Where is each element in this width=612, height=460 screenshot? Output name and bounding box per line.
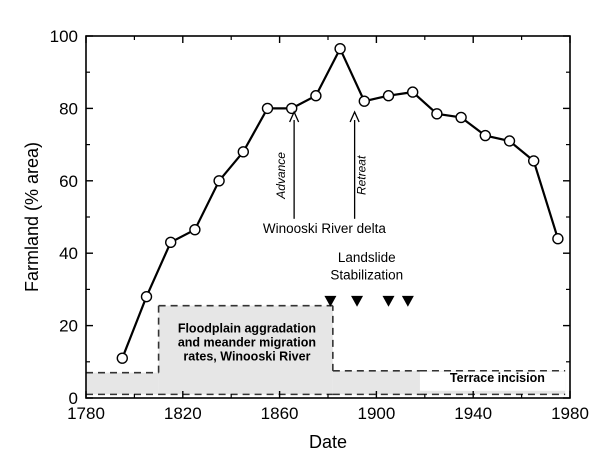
y-tick-label-4: 80	[59, 99, 78, 118]
advance-label: Advance	[274, 152, 288, 200]
y-tick-label-5: 100	[50, 27, 78, 46]
landslide-marker-2	[382, 295, 395, 307]
data-point	[431, 108, 443, 120]
y-tick-label-0: 0	[69, 389, 78, 408]
landslide-label-line1: Landslide	[338, 250, 396, 265]
data-point	[261, 102, 274, 115]
data-point	[189, 223, 201, 236]
terrace-incision-label: Terrace incision	[450, 371, 545, 385]
data-point	[503, 135, 516, 147]
data-point	[552, 233, 564, 245]
y-axis-label: Farmland (% area)	[22, 142, 42, 292]
data-point	[407, 86, 419, 98]
landslide-marker-3	[401, 295, 414, 307]
data-point	[237, 146, 250, 158]
data-point	[382, 90, 395, 102]
data-point	[213, 175, 225, 187]
x-tick-label-4: 1940	[454, 404, 492, 423]
data-point	[286, 102, 298, 115]
data-point	[334, 42, 346, 55]
delta-label: Winooski River delta	[263, 221, 387, 236]
terrace-label-bg	[419, 371, 566, 391]
floodplain-label-line1: Floodplain aggradation	[178, 321, 316, 335]
landslide-marker-0	[324, 295, 337, 307]
floodplain-label-line2: and meander migration	[178, 336, 316, 350]
axis-layer: 1780 1820 1860 1900 1940 1980 0 20 40 60 80 100	[50, 27, 589, 423]
data-point	[528, 155, 540, 167]
x-tick-label-1: 1820	[164, 404, 202, 423]
x-tick-label-0: 1780	[67, 404, 105, 423]
x-tick-label-3: 1900	[357, 404, 395, 423]
band-layer	[86, 304, 566, 396]
data-point	[116, 352, 129, 364]
data-point	[358, 95, 370, 107]
x-tick-label-2: 1860	[261, 404, 299, 423]
landslide-marker-1	[351, 295, 364, 307]
retreat-label: Retreat	[355, 155, 369, 195]
x-axis-label: Date	[309, 432, 347, 452]
y-tick-label-2: 40	[59, 244, 78, 263]
band-fill-0	[86, 372, 159, 395]
landslide-label-line2: Stabilization	[330, 267, 403, 282]
retreat-arrow-head	[349, 110, 360, 123]
data-point	[310, 90, 322, 102]
data-point	[479, 129, 491, 142]
data-point	[164, 236, 177, 249]
band-fill-2	[332, 370, 420, 395]
y-tick-label-3: 60	[59, 172, 78, 191]
annotation-layer: Floodplain aggradation and meander migra…	[178, 152, 545, 385]
y-tick-label-1: 20	[59, 317, 78, 336]
floodplain-label-line3: rates, Winooski River	[183, 350, 310, 364]
x-tick-label-5: 1980	[551, 404, 589, 423]
advance-arrow-head	[289, 110, 300, 123]
series-layer	[116, 42, 564, 364]
band-fill-1	[158, 305, 333, 395]
data-point	[140, 290, 153, 303]
data-point	[455, 111, 467, 124]
